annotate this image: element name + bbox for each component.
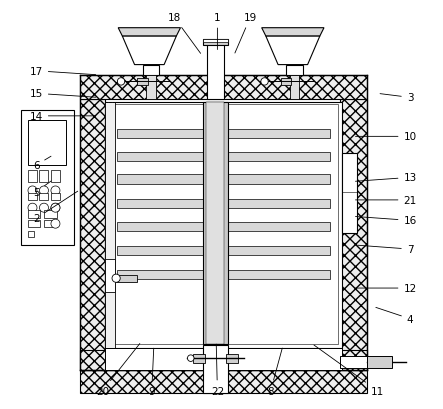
Bar xyxy=(28,121,66,166)
Bar xyxy=(203,40,228,46)
Text: 20: 20 xyxy=(96,344,140,396)
Text: 13: 13 xyxy=(355,173,417,183)
Text: 15: 15 xyxy=(30,89,96,99)
Bar xyxy=(28,193,37,200)
Bar xyxy=(80,370,367,393)
Bar xyxy=(281,79,291,86)
Bar xyxy=(105,102,115,348)
Circle shape xyxy=(51,220,60,229)
Polygon shape xyxy=(266,37,320,65)
Text: 2: 2 xyxy=(33,192,78,224)
Text: 1: 1 xyxy=(214,13,221,50)
Bar xyxy=(115,275,137,282)
Text: 3: 3 xyxy=(380,93,413,103)
Bar xyxy=(203,102,228,344)
Bar xyxy=(203,346,228,393)
Text: 18: 18 xyxy=(168,13,201,54)
Bar xyxy=(117,175,207,184)
Bar xyxy=(105,102,342,348)
Bar xyxy=(206,102,224,344)
Circle shape xyxy=(39,204,48,213)
Bar xyxy=(117,270,207,279)
Bar xyxy=(28,171,37,183)
Polygon shape xyxy=(262,29,324,37)
Text: 7: 7 xyxy=(358,245,413,254)
Bar xyxy=(290,76,299,100)
Bar xyxy=(117,247,207,256)
Text: 16: 16 xyxy=(355,216,417,226)
Bar xyxy=(367,356,392,368)
Bar xyxy=(28,220,40,228)
Bar xyxy=(137,79,148,86)
Bar xyxy=(28,232,34,237)
Bar xyxy=(80,350,367,370)
Bar xyxy=(225,130,330,139)
Text: 8: 8 xyxy=(268,348,282,396)
Polygon shape xyxy=(118,29,180,37)
Text: 10: 10 xyxy=(355,132,417,142)
Circle shape xyxy=(112,274,120,283)
Bar xyxy=(39,193,48,200)
Circle shape xyxy=(51,204,60,213)
Bar xyxy=(225,247,330,256)
Bar xyxy=(39,171,48,183)
Bar xyxy=(207,43,224,100)
Circle shape xyxy=(261,79,268,86)
Text: 4: 4 xyxy=(376,308,413,324)
Bar xyxy=(51,193,60,200)
Bar xyxy=(146,76,156,100)
Bar xyxy=(143,65,159,76)
Text: 19: 19 xyxy=(235,13,257,54)
Bar xyxy=(286,65,303,76)
Bar xyxy=(225,222,330,231)
Bar xyxy=(80,76,367,100)
Bar xyxy=(80,100,105,370)
Circle shape xyxy=(28,204,37,213)
Bar xyxy=(28,211,40,218)
Bar xyxy=(117,200,207,209)
Bar xyxy=(340,100,367,370)
Text: 22: 22 xyxy=(211,344,224,396)
Text: 9: 9 xyxy=(148,348,155,396)
Bar xyxy=(225,270,330,279)
Bar xyxy=(105,348,342,370)
Bar xyxy=(225,354,238,363)
Bar xyxy=(193,354,205,363)
Text: 6: 6 xyxy=(33,157,51,171)
Bar xyxy=(117,222,207,231)
Bar xyxy=(117,153,207,162)
Text: 5: 5 xyxy=(33,182,51,197)
Bar xyxy=(44,211,57,218)
Circle shape xyxy=(117,79,125,86)
Polygon shape xyxy=(122,37,176,65)
Bar xyxy=(203,40,228,43)
Text: 17: 17 xyxy=(30,67,96,76)
Bar xyxy=(342,153,357,233)
Bar xyxy=(117,130,207,139)
Bar xyxy=(225,175,330,184)
Circle shape xyxy=(28,187,37,196)
Bar xyxy=(21,110,74,245)
Circle shape xyxy=(39,187,48,196)
Bar xyxy=(105,260,115,292)
Bar xyxy=(225,200,330,209)
Bar xyxy=(340,356,367,368)
Text: 12: 12 xyxy=(355,283,417,293)
Bar xyxy=(109,105,338,344)
Text: 14: 14 xyxy=(30,112,96,121)
Circle shape xyxy=(187,355,194,362)
Bar xyxy=(51,171,60,183)
Circle shape xyxy=(51,204,60,213)
Bar xyxy=(225,153,330,162)
Bar xyxy=(44,220,57,228)
Text: 21: 21 xyxy=(355,196,417,205)
Circle shape xyxy=(51,187,60,196)
Text: 11: 11 xyxy=(314,345,384,396)
